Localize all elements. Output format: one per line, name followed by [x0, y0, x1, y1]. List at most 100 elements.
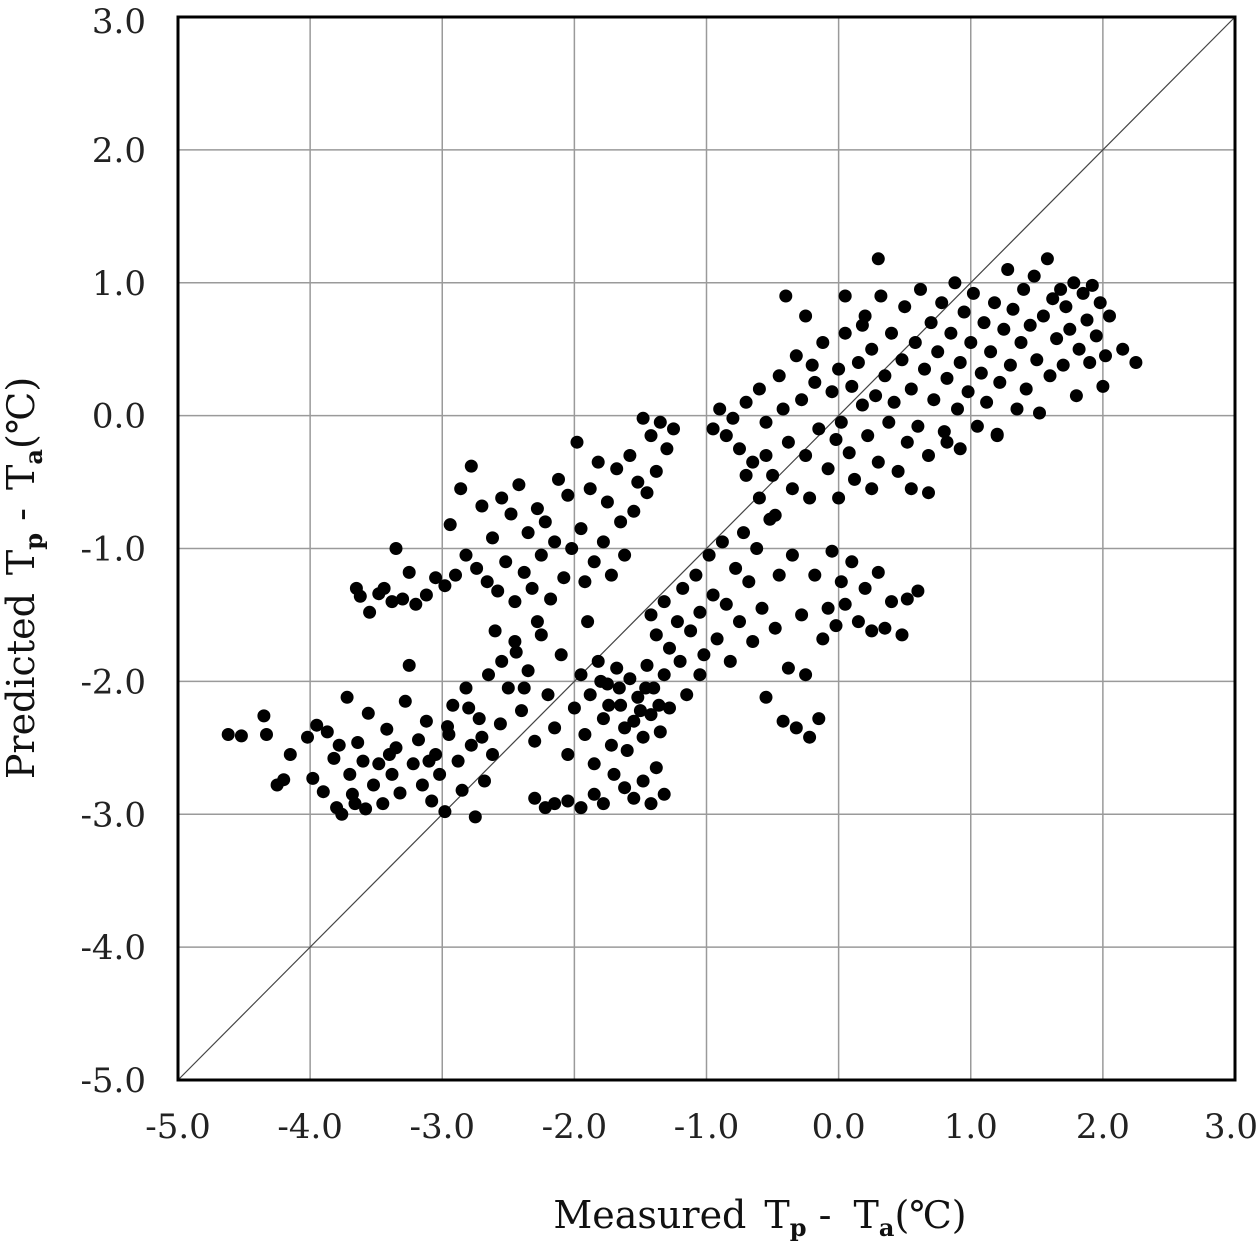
data-point	[320, 725, 334, 739]
data-point	[713, 402, 727, 416]
data-point	[878, 621, 892, 635]
data-point	[940, 435, 954, 449]
data-point	[891, 464, 905, 478]
data-point	[816, 336, 830, 349]
data-point	[652, 698, 666, 712]
data-point	[422, 754, 436, 768]
data-point	[486, 748, 499, 761]
data-point	[927, 393, 941, 407]
data-point	[600, 495, 614, 509]
data-point	[340, 690, 354, 704]
data-point	[525, 581, 539, 595]
data-point	[591, 654, 605, 668]
data-point	[653, 725, 667, 739]
data-point	[772, 369, 786, 383]
data-point	[944, 326, 958, 340]
data-point	[561, 748, 575, 761]
data-point	[363, 605, 377, 619]
data-point	[808, 375, 822, 389]
data-point	[1017, 282, 1031, 296]
x-tick-label: 2.0	[1076, 1107, 1130, 1147]
data-point	[776, 714, 790, 728]
data-point	[667, 422, 680, 436]
data-point	[1046, 292, 1060, 306]
data-point	[377, 581, 391, 595]
data-point	[561, 794, 575, 808]
data-point	[821, 462, 835, 476]
data-point	[779, 289, 793, 303]
data-point	[918, 362, 931, 376]
data-point	[462, 701, 476, 715]
data-point	[583, 688, 597, 702]
data-point	[402, 565, 416, 579]
data-point	[997, 322, 1011, 336]
data-point	[1067, 276, 1081, 290]
data-point	[825, 385, 839, 399]
data-point	[521, 526, 535, 540]
data-point	[693, 668, 707, 682]
data-point	[660, 442, 674, 456]
data-point	[640, 486, 654, 500]
data-point	[451, 754, 465, 768]
data-point	[495, 491, 509, 505]
data-point	[1099, 349, 1112, 363]
data-point	[470, 561, 484, 575]
data-point	[882, 415, 896, 429]
x-axis-label-unit: (℃)	[894, 1193, 966, 1237]
y-tick-label: -1.0	[80, 530, 146, 570]
data-point	[922, 449, 935, 462]
data-point	[486, 531, 499, 545]
data-point	[931, 345, 945, 359]
data-point	[733, 442, 746, 456]
data-point	[871, 565, 885, 579]
data-point	[449, 568, 462, 582]
data-point	[887, 395, 901, 409]
data-point	[301, 730, 314, 744]
data-point	[1059, 300, 1073, 314]
data-point	[984, 345, 998, 359]
data-point	[795, 608, 809, 622]
data-point	[1010, 402, 1024, 416]
data-point	[468, 810, 482, 824]
x-axis-label-main: Measured	[553, 1193, 746, 1237]
data-point	[895, 353, 909, 367]
data-point	[865, 482, 879, 496]
y-tick-label: -3.0	[80, 795, 146, 835]
data-point	[838, 597, 852, 611]
data-point	[1103, 309, 1116, 323]
data-point	[663, 641, 676, 655]
data-point	[966, 286, 980, 300]
data-point	[455, 783, 469, 797]
data-point	[587, 757, 601, 771]
data-point	[260, 728, 273, 741]
data-point	[1033, 406, 1046, 420]
y-tick-label: -2.0	[80, 662, 146, 702]
data-point	[464, 738, 478, 752]
data-point	[623, 449, 637, 462]
data-point	[1076, 286, 1090, 300]
data-point	[376, 797, 390, 811]
data-point	[1001, 263, 1015, 276]
data-point	[343, 767, 357, 781]
data-point	[565, 542, 579, 555]
data-point	[706, 588, 720, 602]
data-point	[596, 797, 610, 811]
data-point	[644, 429, 658, 443]
x-tick-label: -5.0	[145, 1107, 211, 1147]
data-point	[851, 356, 865, 369]
data-point	[409, 597, 423, 611]
data-point	[631, 475, 645, 489]
data-point	[574, 522, 588, 536]
data-point	[639, 681, 653, 695]
data-point	[578, 728, 592, 741]
data-point	[1006, 302, 1020, 316]
data-point	[1043, 369, 1057, 383]
data-point	[636, 730, 650, 744]
data-point	[729, 561, 743, 575]
data-point	[310, 718, 324, 732]
data-point	[257, 709, 271, 723]
data-point	[766, 468, 780, 482]
data-point	[234, 729, 248, 743]
data-point	[441, 720, 454, 734]
